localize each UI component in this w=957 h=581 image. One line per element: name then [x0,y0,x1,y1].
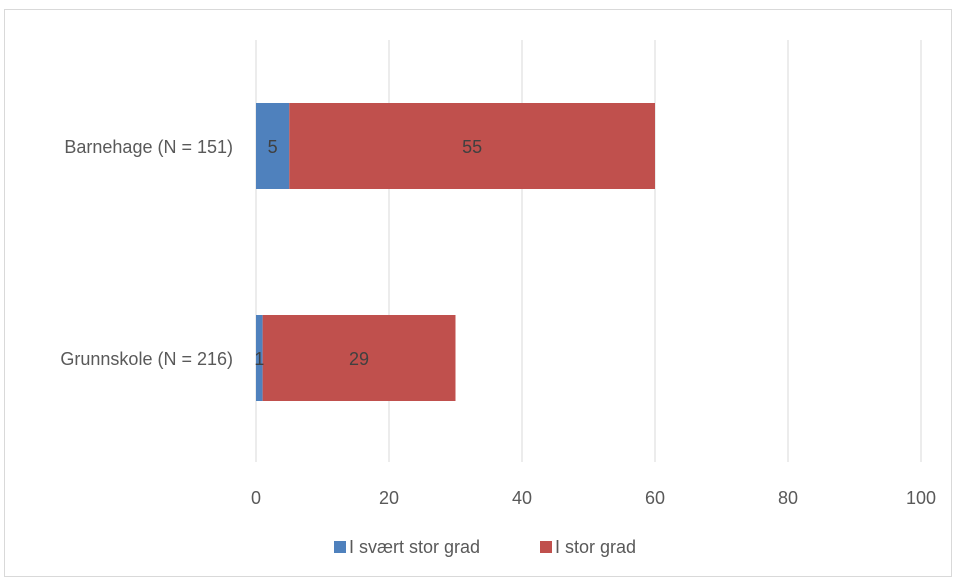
legend-swatch [540,541,552,553]
x-tick-labels: 0 20 40 60 80 100 [251,488,936,508]
data-label: 55 [462,137,482,157]
bar-segment [289,103,655,189]
x-tick-label: 80 [778,488,798,508]
legend-label: I svært stor grad [349,537,480,557]
data-label: 5 [268,137,278,157]
legend: I svært stor grad I stor grad [334,537,636,557]
data-label: 29 [349,349,369,369]
legend-swatch [334,541,346,553]
bar-segment [262,315,456,401]
bar-segment [256,103,290,189]
category-label: Grunnskole (N = 216) [60,349,233,369]
x-tick-label: 0 [251,488,261,508]
data-label: 1 [254,349,264,369]
x-tick-label: 40 [512,488,532,508]
x-tick-label: 20 [379,488,399,508]
category-labels: Barnehage (N = 151) Grunnskole (N = 216) [60,137,233,369]
bars [256,103,655,401]
data-labels: 5 551 29 [254,137,482,369]
category-label: Barnehage (N = 151) [64,137,233,157]
legend-label: I stor grad [555,537,636,557]
x-tick-label: 100 [906,488,936,508]
x-tick-label: 60 [645,488,665,508]
bar-segment [256,315,263,401]
